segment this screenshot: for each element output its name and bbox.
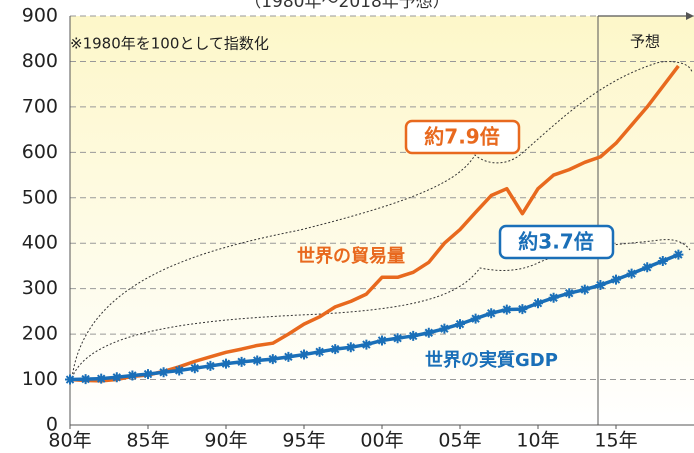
- marker: [127, 370, 138, 381]
- marker: [80, 374, 91, 385]
- plot-background: [70, 16, 694, 425]
- marker: [111, 372, 122, 383]
- marker: [611, 274, 621, 285]
- subtitle: （1980年～2018年予想）: [244, 0, 450, 12]
- bracket-trade: [71, 61, 693, 379]
- y-tick-label: 600: [22, 141, 58, 163]
- marker: [314, 346, 325, 357]
- x-tick-label: 15年: [594, 430, 637, 452]
- x-tick-label: 00年: [360, 430, 403, 452]
- marker: [657, 255, 668, 266]
- series-label: 世界の実質GDP: [425, 349, 558, 371]
- marker: [299, 349, 309, 360]
- annotation: 約3.7倍: [518, 230, 593, 254]
- x-tick-label: 90年: [204, 430, 247, 452]
- marker: [377, 335, 387, 346]
- marker: [423, 327, 434, 338]
- y-tick-label: 300: [22, 277, 58, 299]
- series-label: 世界の貿易量: [297, 245, 405, 267]
- forecast-arrow-head: [686, 12, 694, 20]
- y-tick-label: 100: [22, 368, 58, 390]
- marker: [533, 298, 543, 309]
- note: ※1980年を100として指数化: [70, 35, 269, 53]
- marker: [96, 373, 107, 384]
- marker: [345, 342, 356, 353]
- marker: [236, 356, 247, 367]
- marker: [361, 339, 372, 350]
- marker: [283, 351, 294, 362]
- marker: [517, 304, 528, 315]
- marker: [564, 288, 575, 299]
- marker: [158, 367, 169, 378]
- series-line: [69, 64, 680, 383]
- marker: [470, 313, 481, 324]
- marker: [174, 365, 185, 376]
- y-tick-label: 500: [22, 186, 58, 208]
- marker: [143, 369, 153, 380]
- forecast-label: 予想: [630, 33, 660, 51]
- y-tick-label: 0: [46, 414, 58, 436]
- marker: [626, 268, 637, 279]
- marker: [642, 262, 653, 273]
- marker: [595, 280, 606, 291]
- annotation: 約7.9倍: [424, 125, 499, 149]
- y-tick-label: 200: [22, 323, 58, 345]
- marker: [673, 249, 684, 260]
- marker: [252, 355, 263, 366]
- marker: [408, 330, 419, 341]
- x-tick-label: 80年: [48, 430, 91, 452]
- marker: [439, 323, 450, 334]
- marker: [189, 363, 200, 374]
- y-tick-label: 700: [22, 95, 58, 117]
- x-tick-label: 05年: [438, 430, 481, 452]
- marker: [267, 354, 278, 365]
- marker: [392, 333, 403, 344]
- marker: [548, 292, 559, 303]
- x-tick-label: 10年: [516, 430, 559, 452]
- marker: [455, 319, 465, 330]
- annotation-box: [498, 224, 615, 260]
- marker: [486, 308, 497, 319]
- marker: [501, 304, 512, 315]
- series-line: [69, 252, 680, 382]
- marker: [221, 358, 231, 369]
- marker: [579, 284, 590, 295]
- x-tick-label: 95年: [282, 430, 325, 452]
- grid: [70, 15, 694, 426]
- marker: [65, 374, 75, 385]
- marker: [205, 360, 216, 371]
- y-tick-label: 800: [22, 50, 58, 72]
- y-tick-label: 900: [22, 5, 58, 27]
- y-tick-label: 400: [22, 232, 58, 254]
- marker: [330, 344, 341, 355]
- annotation-box: [404, 119, 521, 155]
- bracket-gdp: [71, 239, 691, 379]
- x-tick-label: 85年: [126, 430, 169, 452]
